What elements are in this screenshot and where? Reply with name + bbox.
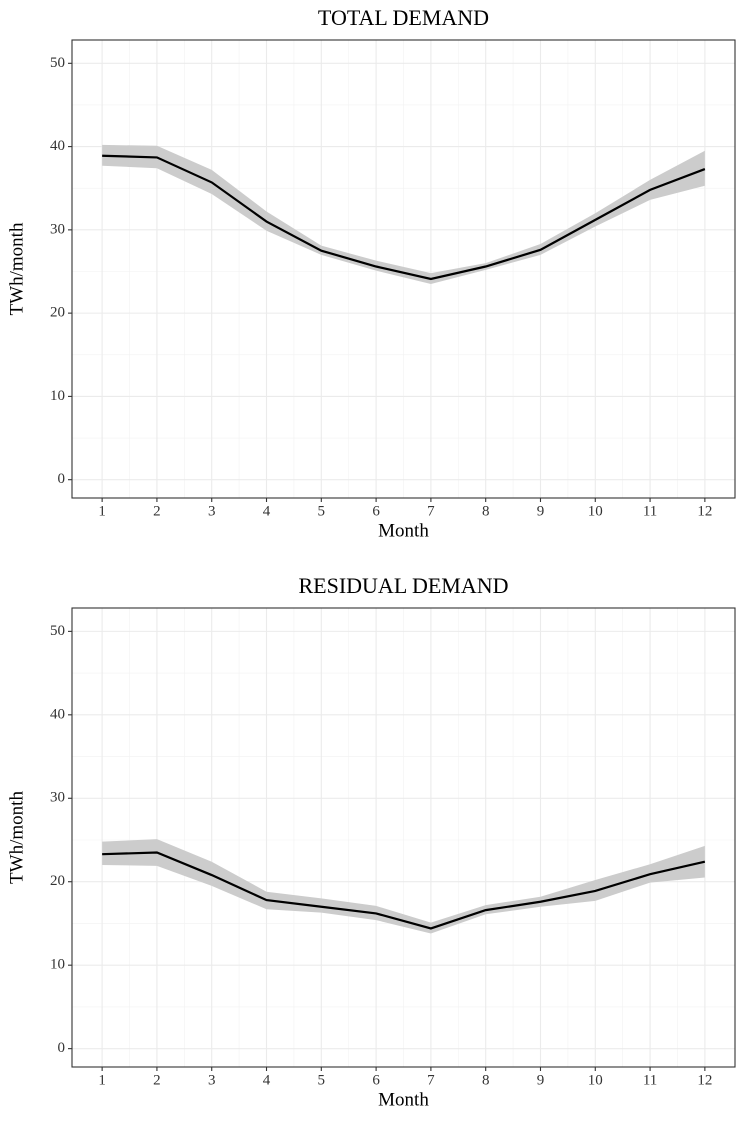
x-tick-label: 10: [588, 1072, 603, 1088]
y-tick-label: 40: [50, 138, 65, 154]
y-axis-title: TWh/month: [6, 791, 27, 884]
y-tick-label: 0: [58, 1040, 66, 1056]
y-tick-label: 20: [50, 305, 65, 321]
x-tick-label: 8: [482, 503, 490, 519]
x-tick-label: 10: [588, 503, 603, 519]
chart-title: RESIDUAL DEMAND: [298, 573, 508, 598]
y-tick-label: 10: [50, 388, 65, 404]
x-tick-label: 2: [153, 503, 161, 519]
x-tick-label: 11: [643, 1072, 657, 1088]
x-tick-label: 12: [697, 1072, 712, 1088]
x-tick-label: 1: [98, 503, 106, 519]
y-axis-title: TWh/month: [6, 222, 27, 315]
x-tick-label: 1: [98, 1072, 106, 1088]
x-tick-label: 3: [208, 503, 216, 519]
x-axis-title: Month: [378, 1089, 429, 1110]
line: [102, 851, 706, 930]
y-tick-label: 50: [50, 623, 65, 639]
x-tick-label: 6: [372, 503, 380, 519]
x-tick-label: 7: [427, 503, 435, 519]
x-tick-label: 8: [482, 1072, 490, 1088]
x-axis-title: Month: [378, 520, 429, 541]
y-tick-label: 0: [58, 471, 66, 487]
y-tick-label: 10: [50, 957, 65, 973]
x-tick-label: 5: [318, 503, 326, 519]
x-tick-label: 4: [263, 503, 271, 519]
x-tick-label: 2: [153, 1072, 161, 1088]
panel-border: [71, 607, 736, 1068]
x-tick-label: 5: [318, 1072, 326, 1088]
line: [102, 154, 706, 281]
x-tick-label: 9: [537, 1072, 545, 1088]
y-tick-label: 50: [50, 55, 65, 71]
confidence-band: [102, 839, 705, 934]
x-tick-label: 11: [643, 503, 657, 519]
y-tick-label: 30: [50, 221, 65, 237]
y-tick-label: 30: [50, 790, 65, 806]
x-tick-label: 9: [537, 503, 545, 519]
x-tick-label: 3: [208, 1072, 216, 1088]
y-tick-label: 20: [50, 873, 65, 889]
x-tick-label: 12: [697, 503, 712, 519]
x-tick-label: 7: [427, 1072, 435, 1088]
y-tick-label: 40: [50, 706, 65, 722]
x-tick-label: 6: [372, 1072, 380, 1088]
panel-border: [71, 39, 736, 499]
x-tick-label: 4: [263, 1072, 271, 1088]
chart-title: TOTAL DEMAND: [318, 5, 489, 30]
